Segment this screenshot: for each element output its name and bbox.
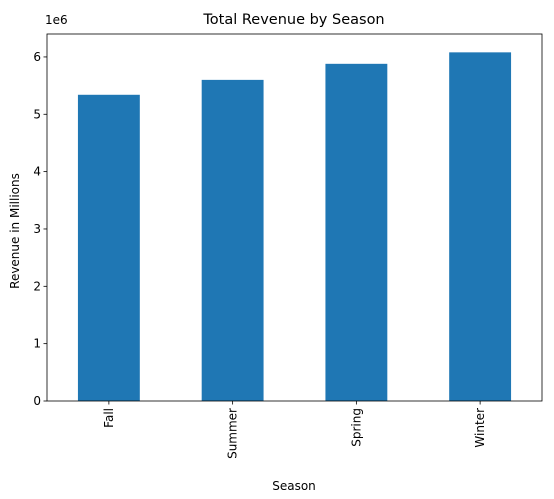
- x-tick-label: Spring: [349, 408, 363, 447]
- y-tick-label: 6: [33, 50, 41, 64]
- y-axis-offset-label: 1e6: [45, 13, 68, 27]
- y-tick-label: 1: [33, 337, 41, 351]
- bar-summer: [201, 79, 264, 401]
- y-tick-label: 3: [33, 222, 41, 236]
- y-tick-label: 5: [33, 107, 41, 121]
- plot-area: 0 1 2 3 4 5 6 Fall Summer Spring Winter: [33, 33, 543, 459]
- bar-winter: [449, 52, 512, 401]
- y-tick-label: 2: [33, 279, 41, 293]
- x-tick-label: Fall: [102, 408, 116, 428]
- x-tick-label: Summer: [226, 408, 240, 459]
- plot-frame: [46, 33, 543, 402]
- chart-title: Total Revenue by Season: [202, 12, 384, 28]
- x-tick-label: Winter: [473, 408, 487, 448]
- y-axis-label: Revenue in Millions: [8, 173, 22, 289]
- bar-spring: [325, 63, 388, 401]
- x-axis-label: Season: [272, 479, 316, 493]
- y-tick-label: 0: [33, 394, 41, 408]
- y-tick-label: 4: [33, 165, 41, 179]
- bar-fall: [77, 94, 140, 402]
